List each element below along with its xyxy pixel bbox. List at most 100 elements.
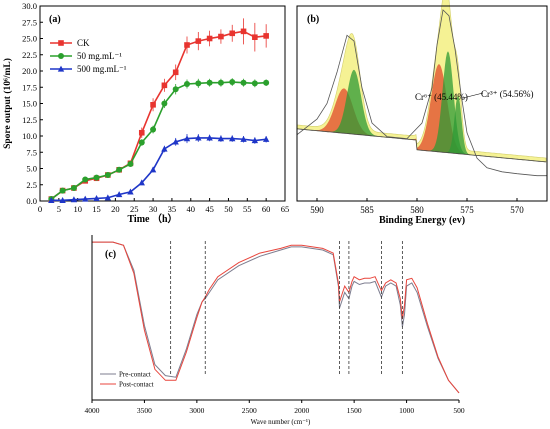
data-point — [184, 81, 190, 87]
data-point — [217, 135, 225, 142]
data-point — [263, 33, 269, 39]
data-point — [127, 160, 134, 167]
y-tick-label: 0.0 — [26, 196, 37, 206]
data-point — [59, 196, 66, 203]
panel-label: (b) — [307, 14, 319, 25]
x-tick-label: 65 — [281, 204, 290, 214]
data-point — [48, 196, 55, 203]
data-point — [82, 195, 89, 202]
data-point — [262, 135, 270, 142]
data-point — [251, 80, 258, 87]
x-tick-label: 10 — [73, 204, 82, 214]
xps-spectrum-chart: 590 585 580 575 570 Binding Energy (ev) (b) Cr⁶… — [296, 0, 548, 226]
data-point — [150, 102, 156, 108]
x-tick-label: 4000 — [85, 406, 100, 415]
panel-label: (a) — [49, 14, 61, 25]
x-tick-label: 2500 — [242, 406, 257, 415]
data-point — [172, 138, 179, 145]
data-point — [115, 191, 123, 198]
raw-spectrum-line — [296, 9, 547, 177]
data-point — [183, 135, 191, 142]
y-tick-label: 10.0 — [22, 131, 37, 141]
data-point — [251, 137, 259, 144]
data-point — [161, 100, 168, 107]
legend-marker — [58, 53, 64, 59]
series-2 — [48, 134, 270, 203]
ftir-spectrum-chart: 4000 3500 3000 2500 2000 1500 1000 500 Wave numb… — [85, 235, 465, 426]
legend-label: CK — [77, 38, 90, 48]
data-point — [229, 79, 236, 86]
data-point — [149, 166, 157, 173]
component-peak-1-1 — [297, 64, 546, 162]
series-line-0 — [92, 241, 460, 394]
legend-label: 500 mg.mL⁻¹ — [77, 64, 127, 74]
data-point — [93, 174, 100, 181]
series-line-1 — [92, 241, 460, 394]
data-point — [172, 69, 179, 76]
x-axis-label: Time （h） — [127, 212, 177, 225]
x-tick-label: 55 — [243, 204, 252, 214]
data-point — [82, 176, 89, 183]
data-point — [252, 34, 258, 40]
x-tick-label: 35 — [168, 204, 177, 214]
data-point — [206, 79, 213, 86]
component-peak-2-0 — [297, 69, 546, 162]
x-tick-label: 1500 — [347, 406, 362, 415]
x-tick-label: 40 — [187, 204, 196, 214]
x-tick-label: 575 — [460, 205, 474, 215]
panel-a: 0 5 10 15 20 25 30 35 40 45 50 55 60 65 0.0 2.5 5.0 7.5 10… — [0, 0, 290, 230]
x-axis-label: Wave number (cm⁻¹) — [251, 418, 311, 426]
x-tick-label: 500 — [453, 406, 465, 415]
data-point — [161, 145, 168, 152]
data-point — [206, 134, 213, 141]
x-tick-label: 25 — [130, 204, 139, 214]
y-axis-label: Spore output (10⁶/mL) — [2, 58, 13, 149]
data-point — [240, 135, 247, 142]
legend-marker — [57, 65, 65, 72]
data-point — [138, 179, 145, 186]
x-tick-label: 585 — [360, 205, 374, 215]
y-tick-label: 2.5 — [26, 180, 37, 190]
x-tick-label: 3000 — [189, 406, 204, 415]
data-point — [229, 135, 236, 142]
y-tick-label: 20.0 — [22, 66, 37, 76]
data-point — [195, 38, 202, 44]
legend-label: Post-contact — [119, 381, 154, 389]
panel-b: 590 585 580 575 570 Binding Energy (ev) (b) Cr⁶… — [285, 0, 550, 230]
data-point — [138, 139, 145, 146]
y-tick-label: 7.5 — [26, 147, 37, 157]
data-point — [184, 42, 190, 48]
legend-label: 50 mg.mL⁻¹ — [77, 51, 122, 61]
data-point — [161, 82, 168, 89]
series-1 — [48, 78, 270, 203]
x-tick-label: 570 — [510, 205, 524, 215]
x-tick-label: 45 — [205, 204, 214, 214]
legend-entry-2: 500 mg.mL⁻¹ — [50, 64, 127, 74]
x-tick-label: 15 — [92, 204, 101, 214]
legend-entry-1: 50 mg.mL⁻¹ — [50, 51, 122, 61]
legend-label: Pre-contact — [119, 371, 151, 379]
data-point — [127, 188, 134, 195]
y-tick-label: 25.0 — [22, 34, 37, 44]
y-tick-label: 30.0 — [22, 1, 37, 11]
data-point — [104, 194, 112, 201]
data-point — [70, 196, 78, 203]
data-point — [116, 166, 123, 173]
x-tick-label: 2000 — [294, 406, 309, 415]
annotation-cr6: Cr⁶⁺ (45.44%) — [415, 92, 468, 102]
x-tick-label: 0 — [38, 204, 42, 214]
legend-entry-0: Pre-contact — [100, 371, 151, 379]
spore-output-chart: 0 5 10 15 20 25 30 35 40 45 50 55 60 65 0.0 2.5 5.0 7.5 10… — [2, 1, 290, 225]
y-tick-label: 17.5 — [22, 82, 37, 92]
data-point — [172, 86, 179, 93]
annotation-cr3: Cr³⁺ (54.56%) — [481, 89, 533, 99]
data-point — [229, 30, 236, 37]
y-tick-label: 27.5 — [22, 17, 37, 27]
data-point — [70, 185, 77, 191]
series-line — [51, 137, 267, 202]
x-tick-label: 3500 — [137, 406, 152, 415]
x-tick-label: 1000 — [399, 406, 414, 415]
data-point — [93, 195, 100, 201]
legend-marker — [58, 40, 64, 46]
x-tick-label: 30 — [149, 204, 158, 214]
